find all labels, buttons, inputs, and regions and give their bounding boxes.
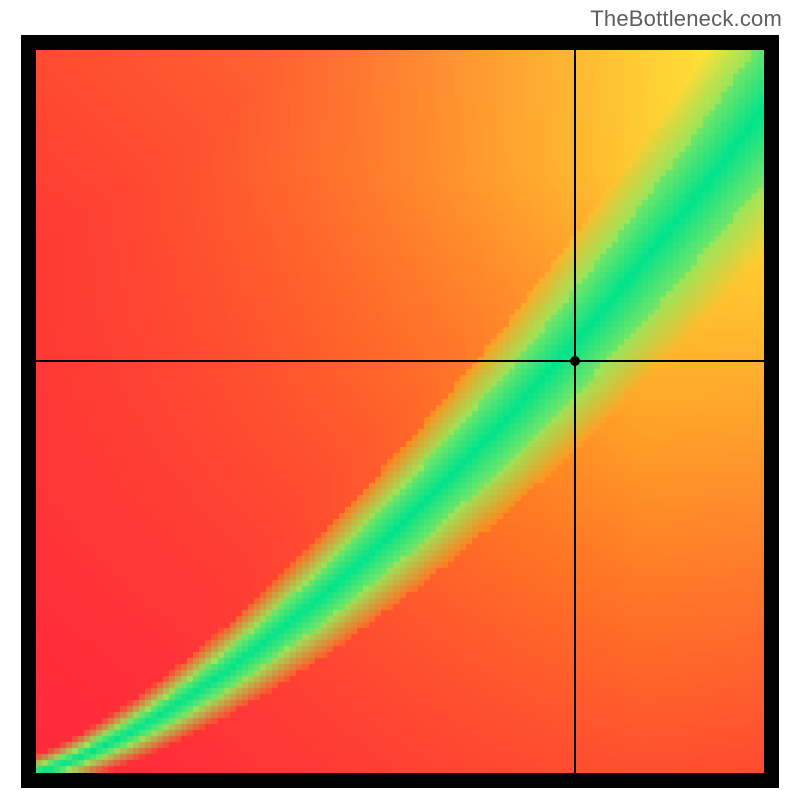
crosshair-vertical xyxy=(574,50,576,773)
heatmap-canvas xyxy=(36,50,764,773)
crosshair-horizontal xyxy=(36,360,764,362)
chart-container: TheBottleneck.com xyxy=(0,0,800,800)
watermark-text: TheBottleneck.com xyxy=(590,6,782,32)
crosshair-marker xyxy=(570,356,580,366)
